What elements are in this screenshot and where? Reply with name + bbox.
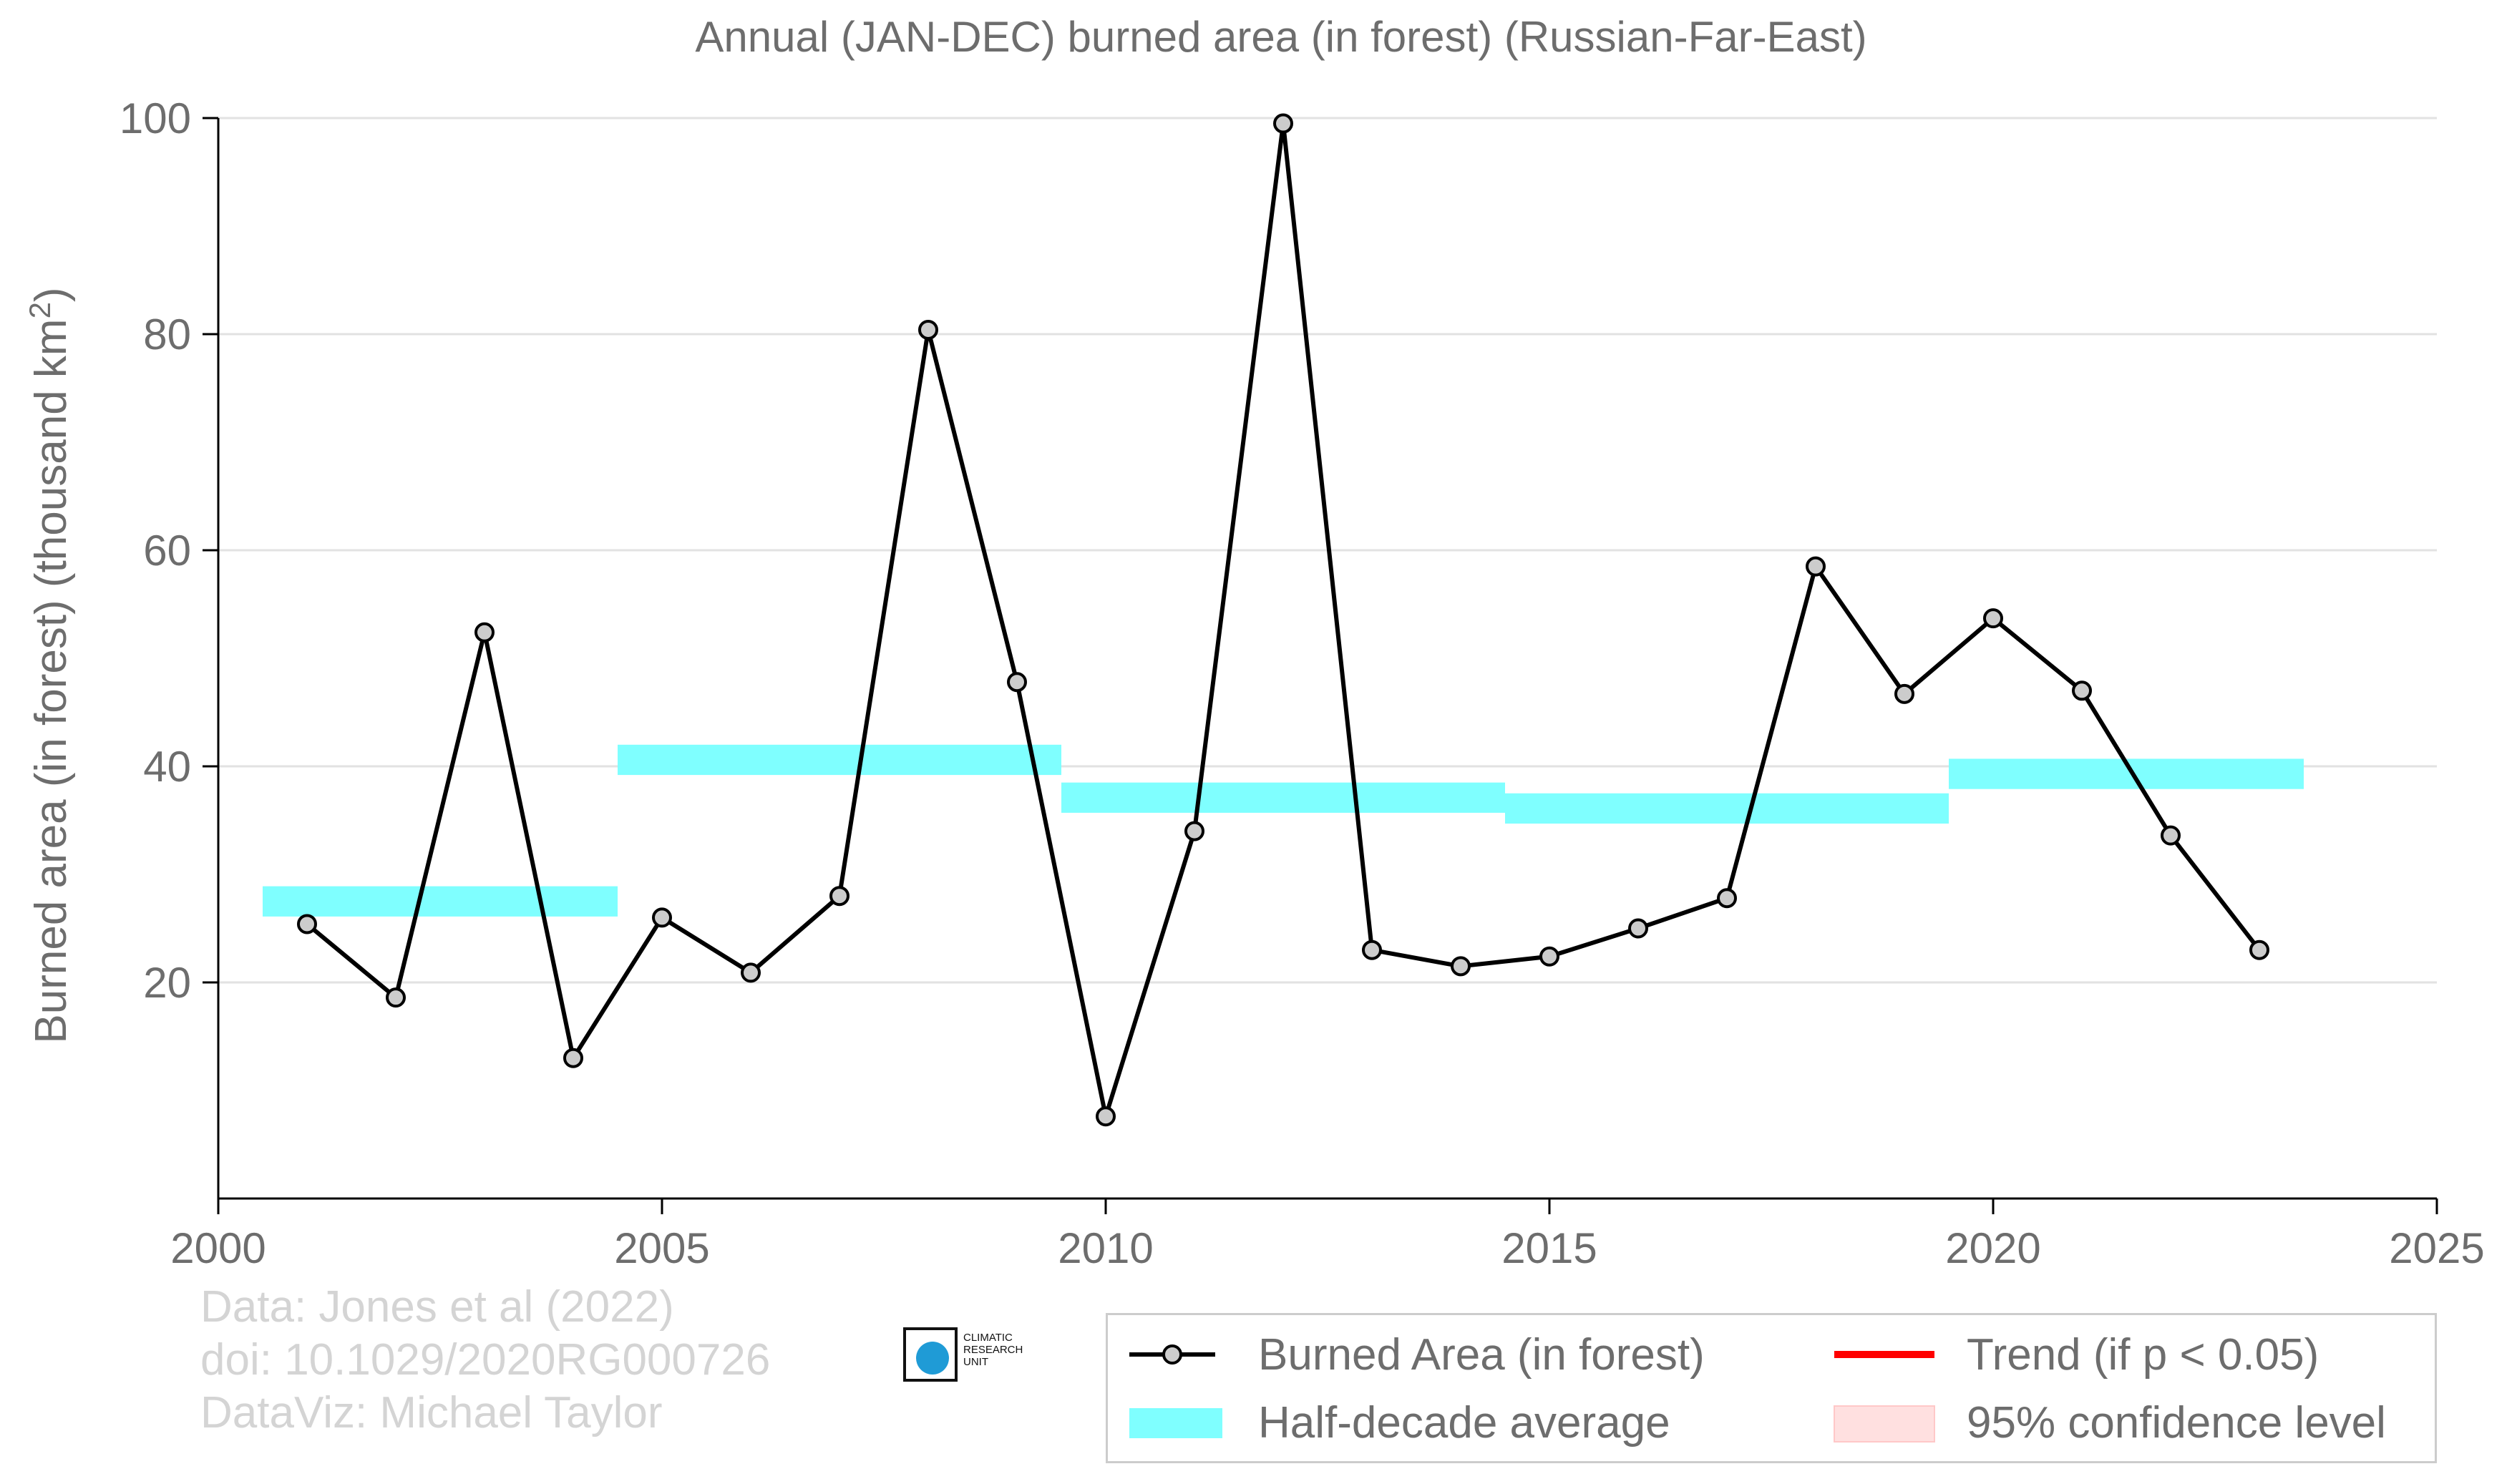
axes: 20 40 60 80 100 2000 2005 2010 2015 2020 2025 bbox=[120, 94, 2485, 1272]
x-tick-label: 2025 bbox=[2389, 1224, 2484, 1272]
data-point bbox=[829, 886, 849, 907]
data-point bbox=[2072, 680, 2092, 701]
y-tick-label: 60 bbox=[143, 527, 191, 575]
legend-item-burned-area: Burned Area (in forest) bbox=[1122, 1322, 1766, 1387]
data-point bbox=[1007, 672, 1027, 693]
half-decade-band bbox=[1505, 793, 1949, 824]
data-point bbox=[474, 622, 495, 643]
y-tick-label: 80 bbox=[143, 311, 191, 358]
x-tick-label: 2020 bbox=[1945, 1224, 2040, 1272]
x-tick-label: 2010 bbox=[1058, 1224, 1153, 1272]
legend-label: Burned Area (in forest) bbox=[1258, 1330, 1705, 1380]
half-decade-bands bbox=[263, 744, 2304, 917]
data-point bbox=[2249, 939, 2269, 960]
data-point bbox=[1806, 556, 1826, 577]
legend-label: Trend (if p < 0.05) bbox=[1967, 1330, 2319, 1380]
legend-label: Half-decade average bbox=[1258, 1398, 1670, 1448]
half-decade-band bbox=[618, 744, 1061, 776]
trend-line-swatch bbox=[1834, 1351, 1934, 1358]
data-point bbox=[1894, 683, 1914, 704]
legend: Burned Area (in forest) Trend (if p < 0.… bbox=[1106, 1313, 2437, 1463]
data-point bbox=[563, 1048, 583, 1068]
logo-frame bbox=[903, 1327, 958, 1382]
x-tick-label: 2000 bbox=[170, 1224, 266, 1272]
data-point bbox=[297, 914, 317, 934]
y-tick-label: 20 bbox=[143, 959, 191, 1007]
logo-text-line: CLIMATIC bbox=[963, 1332, 1013, 1344]
x-tick-label: 2005 bbox=[614, 1224, 709, 1272]
data-point bbox=[1273, 113, 1293, 134]
data-point bbox=[1096, 1106, 1116, 1127]
half-decade-band bbox=[1061, 782, 1505, 813]
burned-area-series bbox=[297, 113, 2269, 1127]
cru-logo: CLIMATIC RESEARCH UNIT bbox=[903, 1327, 1032, 1385]
data-point bbox=[918, 319, 938, 340]
burned-area-line bbox=[306, 123, 2262, 1118]
y-axis-label: Burned area (in forest) (thousand km2) bbox=[23, 287, 76, 1043]
logo-text-line: RESEARCH bbox=[963, 1344, 1023, 1356]
y-tick-label: 40 bbox=[143, 743, 191, 791]
y-tick-label: 100 bbox=[120, 94, 191, 142]
chart-title: Annual (JAN-DEC) burned area (in forest)… bbox=[695, 13, 1866, 61]
data-point bbox=[2161, 825, 2181, 846]
logo-text-line: UNIT bbox=[963, 1356, 988, 1368]
data-point bbox=[1717, 888, 1737, 909]
data-point bbox=[1451, 956, 1471, 977]
data-point bbox=[1362, 939, 1382, 960]
credit-doi: doi: 10.1029/2020RG000726 bbox=[200, 1335, 771, 1385]
confidence-swatch bbox=[1834, 1405, 1935, 1442]
data-point bbox=[1539, 946, 1559, 967]
globe-icon bbox=[916, 1342, 949, 1375]
legend-item-trend: Trend (if p < 0.05) bbox=[1831, 1322, 2432, 1387]
credit-data-source: Data: Jones et al (2022) bbox=[200, 1282, 674, 1332]
data-point bbox=[1628, 918, 1648, 939]
line-marker-swatch bbox=[1129, 1344, 1215, 1365]
data-point bbox=[652, 907, 672, 928]
data-credit: Data: Jones et al (2022) doi: 10.1029/20… bbox=[200, 1281, 770, 1440]
legend-item-confidence: 95% confidence level bbox=[1831, 1390, 2432, 1455]
band-swatch bbox=[1129, 1408, 1222, 1438]
data-point bbox=[1184, 821, 1204, 841]
x-tick-label: 2015 bbox=[1501, 1224, 1597, 1272]
credit-dataviz: DataViz: Michael Taylor bbox=[200, 1388, 663, 1437]
legend-item-half-decade: Half-decade average bbox=[1122, 1390, 1766, 1455]
data-point bbox=[741, 962, 761, 983]
legend-label: 95% confidence level bbox=[1967, 1398, 2386, 1448]
data-point bbox=[1983, 608, 2003, 629]
logo-text: CLIMATIC RESEARCH UNIT bbox=[963, 1332, 1023, 1368]
half-decade-band bbox=[263, 886, 618, 917]
data-point bbox=[386, 987, 406, 1008]
